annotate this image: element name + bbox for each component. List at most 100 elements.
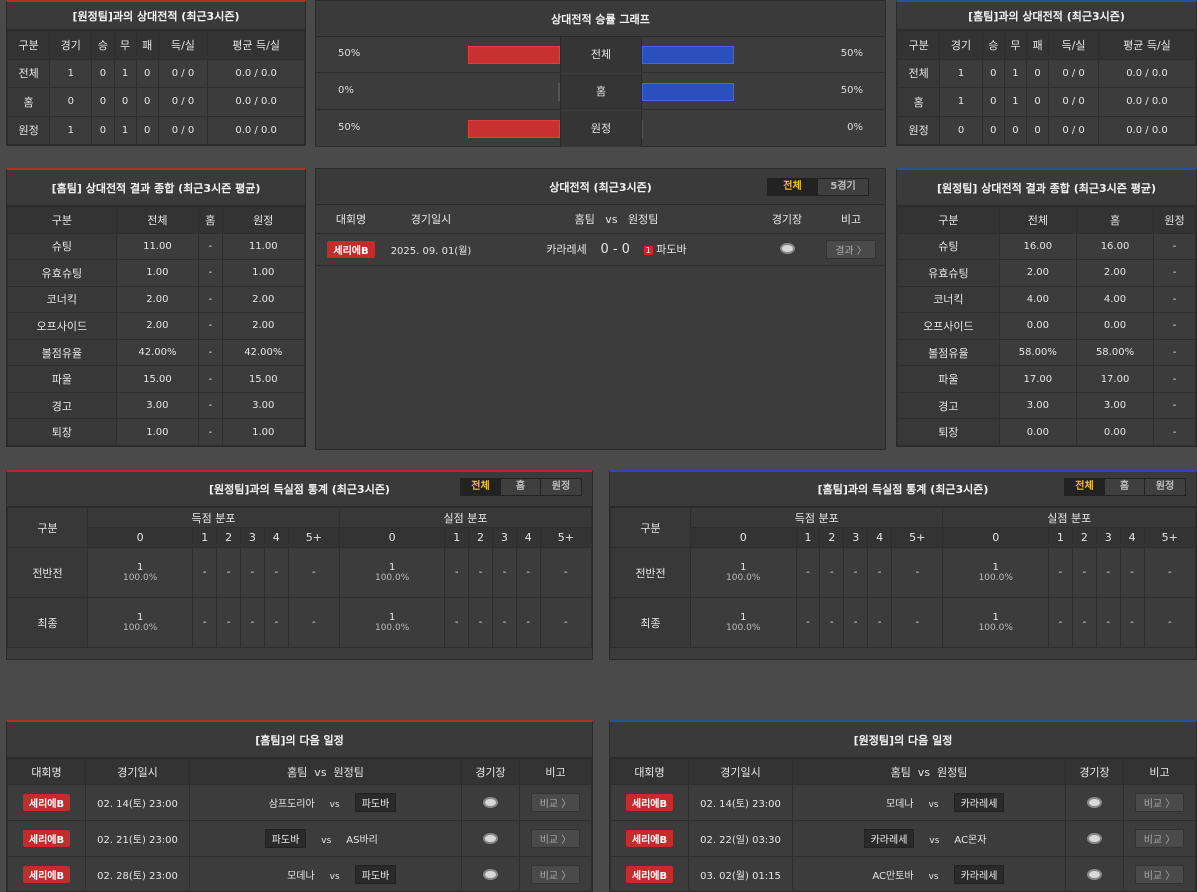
table-row: 슈팅 11.00-11.00 [7, 232, 306, 261]
row-label: 오프사이드 [897, 312, 1000, 340]
stat-cell: 0.0 / 0.0 [1097, 58, 1197, 88]
result-button[interactable]: 결과 〉 [826, 239, 876, 259]
col-venue: 경기장 [757, 205, 817, 233]
ball-icon[interactable] [779, 243, 795, 255]
league-badge[interactable]: 세리에B [327, 240, 375, 258]
tab-home[interactable]: 홈 [501, 479, 541, 495]
tab-home[interactable]: 홈 [1105, 479, 1145, 495]
bucket-header: 4 [1119, 527, 1145, 548]
win-graph-panel: 상대전적 승률 그래프 50% 전체 50% 0% 홈 50% 50% 원정 0% [315, 0, 886, 147]
home-team[interactable]: 모데나 [885, 799, 914, 810]
dist-cell: - [1119, 597, 1145, 648]
compare-button[interactable]: 비교 〉 [1134, 865, 1185, 884]
league-badge[interactable]: 세리에B [22, 794, 71, 811]
compare-button[interactable]: 비교 〉 [530, 829, 581, 848]
compare-button[interactable]: 비교 〉 [530, 865, 581, 884]
tab-5games[interactable]: 5경기 [818, 179, 868, 195]
bucket-header: 1 [192, 527, 218, 548]
ball-icon[interactable] [1087, 832, 1102, 844]
dist-cell: - [491, 597, 517, 648]
goals-away-title: [원정팀]과의 득실점 통계 (최근3시즌) [209, 483, 390, 496]
dist-cell: - [468, 547, 493, 598]
goals-away-table: 구분 득점 분포 실점 분포 0 1 2 3 4 5+ 0 1 2 3 4 5+ 전반전 1 100.0% - - - -… [7, 507, 593, 648]
bucket-header: 0 [690, 527, 797, 548]
stat-cell: - [198, 312, 223, 340]
league-badge[interactable]: 세리에B [22, 830, 71, 847]
compare-button[interactable]: 비교 〉 [530, 793, 581, 812]
column-header: 홈 [198, 206, 223, 234]
away-team[interactable]: AC몬자 [954, 835, 987, 846]
row-label: 파울 [897, 365, 1000, 393]
h2h-matches-panel: 상대전적 (최근3시즌) 전체 5경기 대회명 경기일시 홈팀 vs 원정팀 경… [315, 168, 886, 450]
panel-title: 상대전적 (최근3시즌) 전체 5경기 [316, 169, 885, 205]
dist-cell: - [891, 547, 944, 598]
row-label: 전반전 [610, 547, 691, 598]
match-away-team[interactable]: 파도바 [656, 243, 687, 256]
vs-label: vs [928, 800, 939, 810]
row-label: 최종 [7, 597, 88, 648]
panel-title: [원정팀]의 다음 일정 [610, 722, 1196, 758]
dist-cell: - [491, 547, 517, 598]
table-row: 오프사이드 2.00-2.00 [7, 312, 306, 340]
tab-away[interactable]: 원정 [1145, 479, 1185, 495]
table-row: 파울 15.00-15.00 [7, 365, 306, 393]
compare-button[interactable]: 비교 〉 [1134, 793, 1185, 812]
dist-cell: - [1047, 597, 1073, 648]
column-header: 구분 [897, 206, 1000, 234]
schedule-row: 세리에B 02. 22(일) 03:30 카라레세 vs AC몬자 비교 〉 [610, 820, 1196, 857]
schedule-row: 세리에B 02. 28(토) 23:00 모데나 vs 파도바 비교 〉 [7, 856, 592, 892]
table-row: 전체 1 0 1 0 0 / 0 0.0 / 0.0 [6, 58, 305, 88]
tab-all[interactable]: 전체 [1065, 479, 1105, 495]
home-team[interactable]: 카라레세 [863, 829, 915, 848]
stat-cell: 0 [49, 87, 93, 117]
stat-cell: 1 [1003, 58, 1028, 88]
compare-button[interactable]: 비교 〉 [1134, 829, 1185, 848]
match-note: 결과 〉 [817, 233, 885, 265]
match-teams: 카라레세 0 - 0 1 파도바 [476, 233, 757, 265]
away-team[interactable]: AS바리 [346, 835, 378, 846]
dist-cell: - [819, 547, 845, 598]
teams-cell: AC만토바 vs 카라레세 [792, 856, 1066, 892]
away-team[interactable]: 파도바 [354, 793, 397, 812]
home-team[interactable]: 파도바 [264, 829, 307, 848]
ball-icon[interactable] [1087, 868, 1102, 880]
ball-icon[interactable] [483, 796, 498, 808]
dist-cell: - [843, 547, 869, 598]
match-home-team[interactable]: 카라레세 [546, 243, 587, 256]
away-team[interactable]: 카라레세 [953, 865, 1005, 884]
league-badge[interactable]: 세리에B [625, 866, 674, 883]
right-percent: 50% [840, 85, 863, 96]
away-win-bar [642, 83, 734, 101]
tab-away[interactable]: 원정 [541, 479, 581, 495]
league-badge[interactable]: 세리에B [625, 794, 674, 811]
vs-label: vs [329, 800, 340, 810]
stat-cell: - [198, 338, 223, 367]
dist-cell: - [515, 547, 541, 598]
dist-cell: - [444, 547, 470, 598]
table-row: 볼점유율 42.00% -42.00% [7, 338, 306, 367]
row-label: 볼점유율 [7, 338, 117, 367]
column-header: 구분 [7, 507, 88, 548]
ball-icon[interactable] [483, 868, 498, 880]
scored-group-header: 득점 분포 [87, 507, 340, 528]
home-team[interactable]: 모데나 [287, 871, 315, 882]
away-team[interactable]: 파도바 [354, 865, 397, 884]
tab-all[interactable]: 전체 [461, 479, 501, 495]
schedule-row: 세리에B 02. 21(토) 23:00 파도바 vs AS바리 비교 〉 [7, 820, 592, 857]
stat-cell: 15.00 [221, 365, 306, 393]
date-cell: 02. 28(토) 23:00 [85, 856, 190, 892]
h2h-matches-table: 대회명 경기일시 홈팀 vs 원정팀 경기장 비고 세리에B 2025. 09.… [316, 205, 885, 266]
home-team[interactable]: 삼프도리아 [268, 799, 315, 810]
away-team[interactable]: 카라레세 [953, 793, 1005, 812]
home-team[interactable]: AC만토바 [872, 871, 914, 882]
stat-cell: 1.00 [221, 259, 306, 287]
stat-cell: 58.00% [998, 338, 1077, 367]
table-row: 최종 1 100.0% - - - - -1 100.0% - - - - - [7, 597, 593, 648]
league-badge[interactable]: 세리에B [22, 866, 71, 883]
ball-icon[interactable] [1087, 796, 1102, 808]
tab-all[interactable]: 전체 [768, 179, 818, 195]
ball-icon[interactable] [483, 832, 498, 844]
dist-cell: - [1095, 547, 1121, 598]
table-row: 파울 17.00 17.00- [897, 365, 1196, 393]
league-badge[interactable]: 세리에B [625, 830, 674, 847]
